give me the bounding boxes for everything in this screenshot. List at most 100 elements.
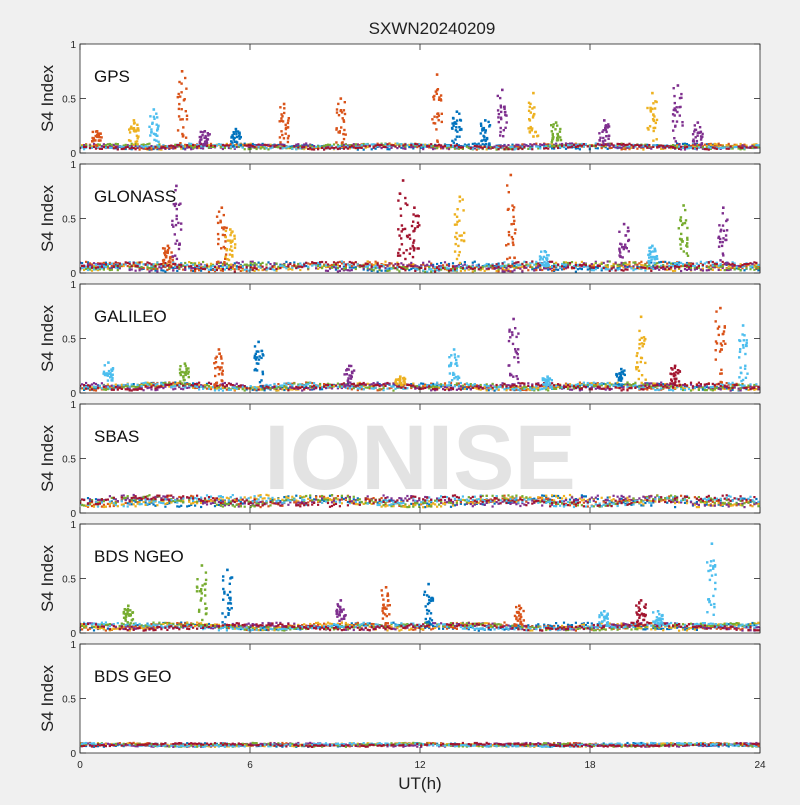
data-point xyxy=(541,262,543,264)
data-point xyxy=(464,261,466,263)
data-point xyxy=(458,388,460,390)
y-tick-label: 1 xyxy=(70,160,76,171)
data-point xyxy=(454,121,456,123)
data-point xyxy=(299,262,301,264)
data-point xyxy=(156,116,158,118)
data-point xyxy=(291,267,293,269)
data-point xyxy=(203,143,205,145)
data-point xyxy=(148,270,150,272)
data-point xyxy=(510,174,513,177)
data-point xyxy=(502,270,504,272)
data-point xyxy=(206,388,208,390)
data-point xyxy=(279,106,281,108)
data-point xyxy=(210,267,212,269)
data-point xyxy=(721,245,723,247)
data-point xyxy=(417,222,419,224)
data-point xyxy=(269,387,271,389)
data-point xyxy=(551,261,553,263)
data-point xyxy=(505,269,507,271)
data-point xyxy=(673,95,675,97)
data-point xyxy=(719,241,721,243)
data-point xyxy=(436,73,439,76)
data-point xyxy=(174,266,176,268)
data-point xyxy=(577,268,579,270)
data-point xyxy=(587,266,589,268)
data-point xyxy=(206,265,208,267)
data-point xyxy=(131,147,133,149)
data-point xyxy=(674,267,676,269)
data-point xyxy=(242,261,244,263)
data-point xyxy=(388,267,390,269)
data-point xyxy=(242,269,244,271)
data-point xyxy=(601,268,603,270)
data-point xyxy=(666,269,668,271)
data-point xyxy=(198,262,200,264)
data-point xyxy=(730,390,732,392)
data-point xyxy=(158,146,160,148)
data-point xyxy=(577,145,579,147)
data-point xyxy=(85,268,87,270)
data-point xyxy=(755,144,757,146)
data-point xyxy=(133,119,136,122)
data-point xyxy=(341,111,343,113)
data-point xyxy=(81,387,83,389)
data-point xyxy=(680,262,682,264)
data-point xyxy=(269,263,271,265)
data-point xyxy=(551,270,553,272)
data-point xyxy=(398,270,400,272)
data-point xyxy=(547,254,549,256)
data-point xyxy=(405,249,407,251)
data-point xyxy=(287,146,289,148)
data-point xyxy=(476,143,478,145)
data-point xyxy=(416,146,418,148)
data-point xyxy=(410,265,412,267)
data-point xyxy=(646,144,648,146)
data-point xyxy=(136,124,138,126)
data-point xyxy=(228,264,230,266)
data-point xyxy=(287,268,289,270)
data-point xyxy=(670,268,672,270)
data-point xyxy=(103,143,105,145)
data-point xyxy=(692,265,694,267)
data-point xyxy=(660,148,662,150)
data-point xyxy=(164,147,166,149)
data-point xyxy=(416,385,418,387)
data-point xyxy=(678,227,680,229)
data-point xyxy=(712,269,714,271)
data-point xyxy=(525,144,527,146)
data-point xyxy=(543,256,545,258)
data-point xyxy=(640,261,642,263)
data-point xyxy=(271,387,273,389)
data-point xyxy=(182,126,184,128)
data-point xyxy=(373,146,375,148)
data-point xyxy=(625,234,627,236)
data-point xyxy=(340,97,343,100)
data-point xyxy=(363,149,365,151)
data-point xyxy=(246,145,248,147)
data-point xyxy=(535,267,537,269)
data-point xyxy=(626,269,628,271)
data-point xyxy=(254,270,256,272)
data-point xyxy=(741,147,743,149)
data-point xyxy=(634,268,636,270)
data-point xyxy=(113,144,115,146)
data-point xyxy=(192,147,194,149)
data-point xyxy=(283,264,285,266)
data-point xyxy=(745,265,747,267)
data-point xyxy=(135,148,137,150)
data-point xyxy=(202,385,204,387)
data-point xyxy=(595,145,597,147)
data-point xyxy=(690,267,692,269)
data-point xyxy=(101,266,103,268)
data-point xyxy=(743,263,745,265)
data-point xyxy=(646,265,648,267)
data-point xyxy=(650,107,652,109)
data-point xyxy=(111,263,113,265)
data-point xyxy=(708,143,710,145)
data-point xyxy=(704,262,706,264)
data-point xyxy=(413,206,416,209)
data-point xyxy=(185,110,187,112)
data-point xyxy=(223,226,225,228)
data-point xyxy=(176,215,178,217)
